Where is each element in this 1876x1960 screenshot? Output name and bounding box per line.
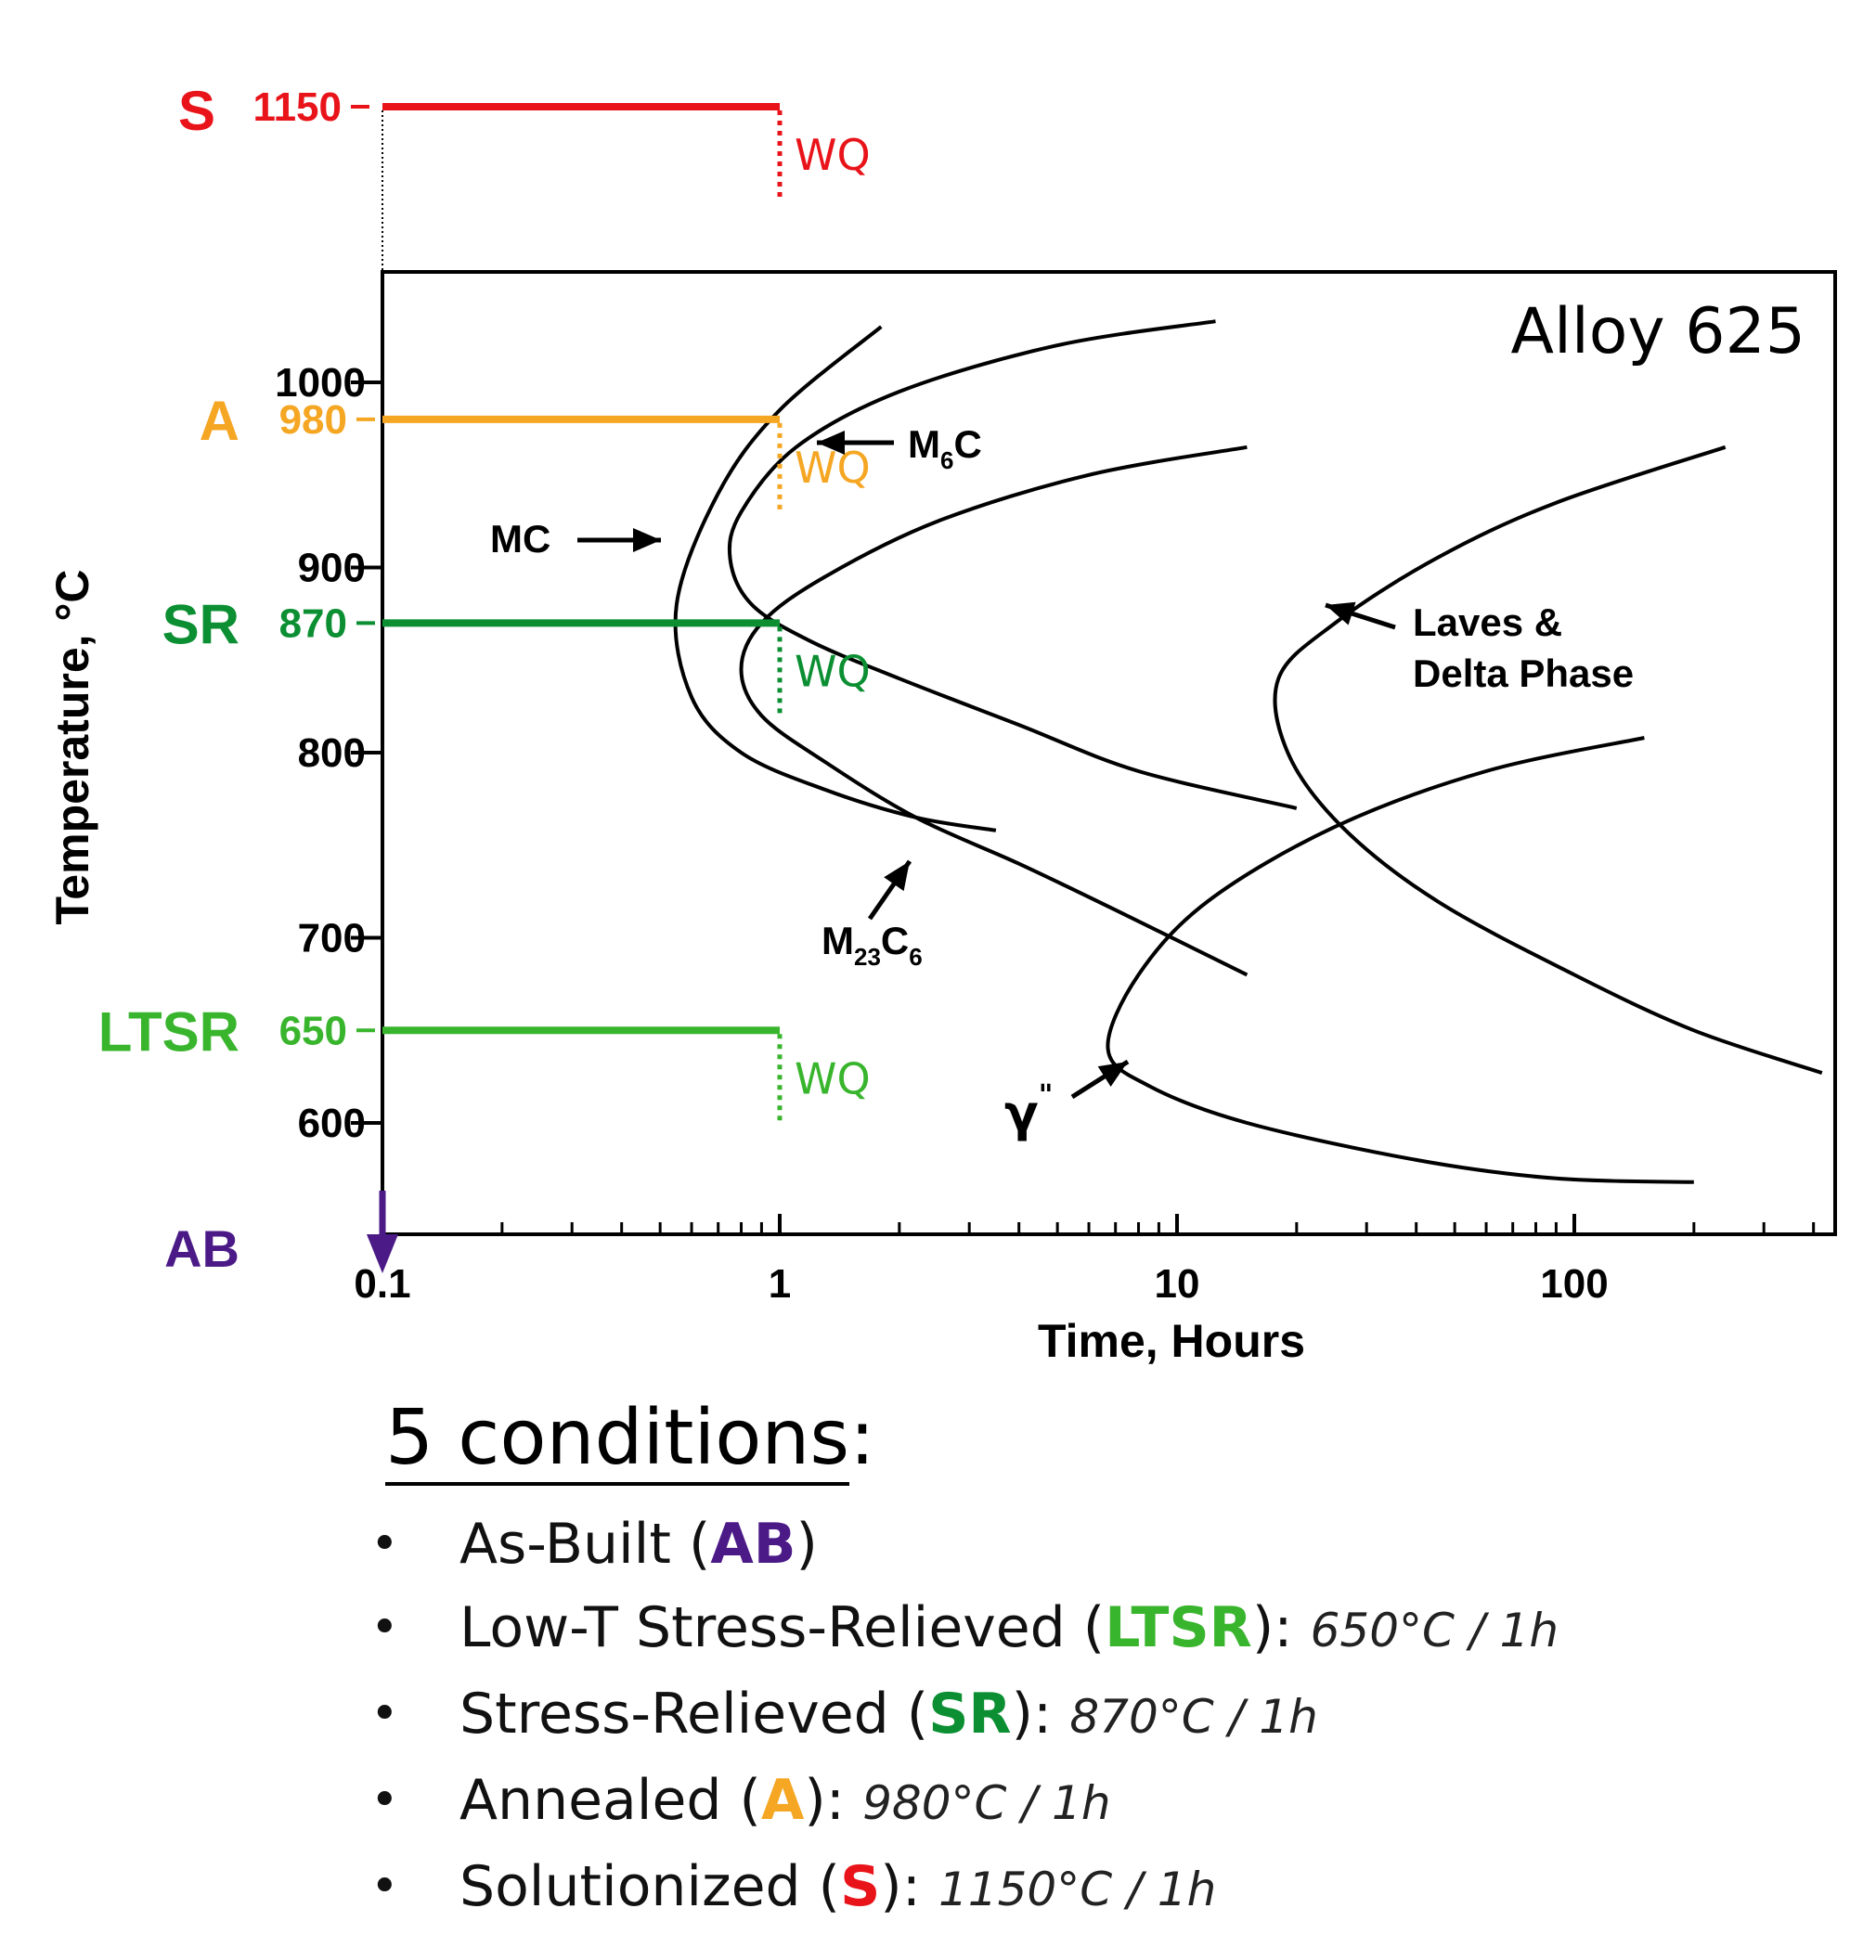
m23c6-label: M23C6	[822, 919, 923, 971]
gamma-arrow-icon	[1097, 1062, 1128, 1087]
y-tick-label: 800	[298, 730, 366, 776]
delta-phase-label: Delta Phase	[1413, 651, 1634, 695]
phase-curves	[673, 319, 1823, 1184]
m6c-arrow-icon	[817, 431, 845, 455]
condition-code: S	[840, 1854, 881, 1919]
treatment-code-ltsr: LTSR	[98, 1000, 239, 1063]
m23c6-arrow-icon	[884, 861, 910, 892]
treatment-code-s: S	[178, 80, 215, 142]
quench-label-s: WQ	[795, 130, 871, 180]
x-tick-label: 10	[1155, 1261, 1200, 1307]
laves-delta-curve	[1273, 445, 1823, 1075]
list-item: • Solutionized (S): 1150°C / 1h	[367, 1845, 1713, 1931]
gamma-double-prime-curve	[1106, 736, 1694, 1184]
list-item: • As-Built (AB)	[367, 1502, 1713, 1586]
treatment-lines: A 980 WQ SR 870 WQ LTSR 650 WQ AB	[98, 390, 871, 1278]
mc-label: MC	[490, 517, 550, 561]
treatment-temp-s: 1150	[253, 84, 342, 130]
conditions-title-text: 5 conditions	[385, 1394, 850, 1482]
conditions-title: 5 conditions	[385, 1400, 850, 1486]
y-tick-label: 900	[298, 546, 366, 591]
treatment-spec: 870°C / 1h	[1069, 1690, 1318, 1744]
treatment-code-a: A	[200, 390, 239, 452]
bullet-icon: •	[370, 1600, 399, 1656]
treatment-temp-sr: 870	[279, 600, 347, 646]
condition-code: AB	[710, 1512, 796, 1577]
quench-label-ltsr: WQ	[795, 1053, 871, 1103]
chart-title: Alloy 625	[1510, 295, 1805, 368]
x-tick-label: 100	[1540, 1261, 1608, 1307]
quench-label-a: WQ	[795, 443, 871, 493]
y-tick-label: 600	[298, 1101, 366, 1146]
laves-arrow-icon	[1326, 601, 1356, 625]
treatment-temp-ltsr: 650	[279, 1008, 347, 1053]
treatment-spec: 1150°C / 1h	[938, 1863, 1217, 1916]
m6c-curve	[727, 319, 1298, 810]
x-axis-label: Time, Hours	[1038, 1315, 1305, 1367]
treatment-code-ab: AB	[164, 1219, 239, 1278]
condition-code: SR	[928, 1682, 1012, 1747]
conditions-title-colon: :	[849, 1394, 875, 1482]
y-tick-label: 700	[298, 916, 366, 961]
laves-label: Laves &	[1413, 600, 1562, 644]
annotations: MC M6C M23C6 Laves & Delta Phase γ"	[490, 422, 1634, 1142]
y-axis-label: Temperature, °C	[46, 569, 98, 924]
as-built-arrow-icon	[367, 1234, 398, 1273]
m23c6-curve	[739, 445, 1249, 977]
condition-code: LTSR	[1105, 1595, 1252, 1660]
conditions-panel: 5 conditions: • As-Built (AB) • Low-T Stre…	[367, 1394, 1713, 1931]
treatment-temp-a: 980	[279, 397, 347, 443]
y-tick-label: 1000	[275, 360, 366, 406]
bullet-icon: •	[370, 1859, 399, 1915]
quench-label-sr: WQ	[795, 646, 871, 696]
x-axis: 0.1 1 10 100	[354, 1214, 1816, 1307]
y-axis: 1000 900 800 700 600	[275, 360, 382, 1146]
bullet-icon: •	[370, 1686, 399, 1742]
mc-arrow-icon	[633, 528, 661, 552]
treatment-spec: 650°C / 1h	[1310, 1604, 1559, 1657]
x-tick-label: 1	[769, 1261, 791, 1307]
bullet-icon: •	[370, 1516, 399, 1572]
list-item: • Annealed (A): 980°C / 1h	[367, 1759, 1713, 1845]
condition-code: A	[760, 1768, 805, 1833]
list-item: • Stress-Relieved (SR): 870°C / 1h	[367, 1672, 1713, 1759]
conditions-list: • As-Built (AB) • Low-T Stress-Relieved (L…	[367, 1502, 1713, 1931]
gamma-double-prime-label: γ"	[1004, 1079, 1053, 1142]
mc-curve	[673, 325, 997, 832]
solutionized-treatment-group: S 1150 WQ	[178, 80, 871, 272]
treatment-spec: 980°C / 1h	[862, 1776, 1111, 1830]
treatment-code-sr: SR	[162, 593, 239, 655]
list-item: • Low-T Stress-Relieved (LTSR): 650°C / 1…	[367, 1586, 1713, 1672]
bullet-icon: •	[370, 1773, 399, 1828]
m6c-label: M6C	[908, 422, 982, 474]
